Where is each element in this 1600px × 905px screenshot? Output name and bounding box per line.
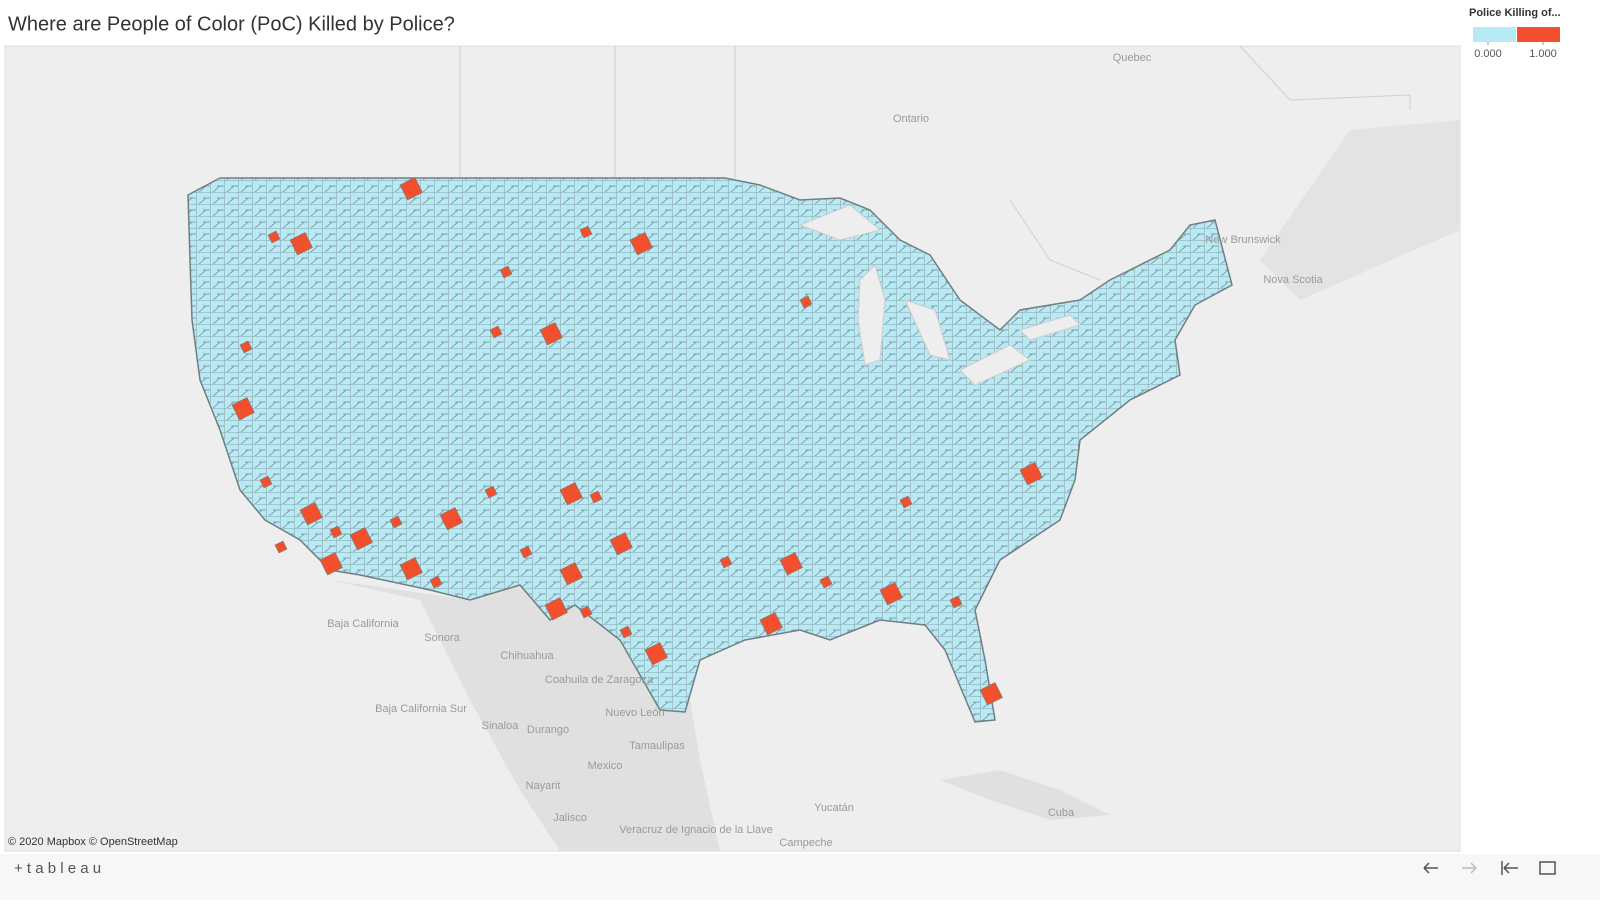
hotspot	[619, 625, 633, 639]
hotspot	[519, 545, 533, 559]
hotspot	[559, 482, 583, 506]
hotspot	[819, 575, 833, 589]
place-label: Jalisco	[553, 812, 587, 824]
hotspot	[399, 557, 423, 581]
land	[1260, 120, 1460, 300]
legend-swatch	[1517, 27, 1560, 42]
place-label: Nova Scotia	[1263, 274, 1323, 286]
hotspot	[1019, 462, 1043, 486]
footer-bar	[0, 854, 1600, 900]
legend-title: Police Killing of...	[1469, 7, 1561, 19]
hotspot	[389, 515, 403, 529]
hotspot	[349, 527, 373, 551]
place-label: Baja California	[327, 618, 399, 630]
hotspot	[289, 232, 313, 256]
hotspot	[719, 555, 733, 569]
place-label: Nayarit	[526, 780, 561, 792]
attribution: © 2020 Mapbox © OpenStreetMap	[8, 836, 178, 848]
usa-map	[187, 177, 1233, 723]
place-label: Campeche	[779, 837, 832, 849]
tableau-logo[interactable]: + t a b l e a u	[14, 860, 101, 877]
legend-label: 0.000	[1474, 48, 1502, 60]
place-label: Ontario	[893, 113, 929, 125]
place-label: Tamaulipas	[629, 740, 685, 752]
place-label: New Brunswick	[1205, 234, 1281, 246]
hotspot	[399, 177, 423, 201]
hotspot	[274, 540, 288, 554]
lake	[798, 204, 882, 241]
borders	[459, 45, 1411, 281]
place-label: Veracruz de Ignacio de la Llave	[619, 824, 773, 836]
hotspot	[319, 552, 343, 576]
lake	[959, 344, 1031, 386]
hotspot	[539, 322, 563, 346]
undo-button[interactable]	[1423, 862, 1438, 874]
hotspot	[299, 502, 323, 526]
lake	[1019, 314, 1081, 341]
place-label: Mexico	[588, 760, 623, 772]
redo-button[interactable]	[1462, 862, 1477, 874]
hotspot	[579, 225, 593, 239]
place-label: Sinaloa	[482, 720, 520, 732]
place-label: Quebec	[1113, 52, 1152, 64]
place-label: Baja California Sur	[375, 703, 467, 715]
hotspot	[609, 532, 633, 556]
place-label: Sonora	[424, 632, 460, 644]
mexico-land	[330, 580, 720, 851]
hotspot	[259, 475, 273, 489]
hotspot	[779, 552, 803, 576]
hotspot	[429, 575, 443, 589]
lake	[857, 264, 886, 366]
legend-label: 1.000	[1529, 48, 1557, 60]
hotspot	[559, 562, 583, 586]
legend-swatch	[1473, 27, 1516, 42]
county-borders	[187, 177, 1233, 723]
hotspot	[644, 642, 668, 666]
hotspot	[949, 595, 963, 609]
cuba-land	[940, 770, 1110, 820]
hotspot	[759, 612, 783, 636]
hotspot	[267, 230, 281, 244]
hotspot	[329, 525, 343, 539]
hotspot	[499, 265, 513, 279]
revert-button[interactable]	[1501, 861, 1518, 875]
hotspot	[489, 325, 503, 339]
lake	[904, 299, 951, 361]
place-label: Chihuahua	[500, 650, 554, 662]
place-label: Yucatán	[814, 802, 854, 814]
hotspot	[544, 597, 568, 621]
hotspot	[589, 490, 603, 504]
hotspot	[879, 582, 903, 606]
hotspot	[239, 340, 253, 354]
place-label: Durango	[527, 724, 569, 736]
hotspot	[231, 397, 255, 421]
hotspot	[799, 295, 813, 309]
fullscreen-button[interactable]	[1539, 861, 1556, 875]
place-label: Nuevo León	[605, 707, 664, 719]
hotspot	[439, 507, 463, 531]
place-label: Cuba	[1048, 807, 1075, 819]
place-label: Coahuila de Zaragoza	[545, 674, 654, 686]
hotspot	[484, 485, 498, 499]
hotspot	[579, 605, 593, 619]
title: Where are People of Color (PoC) Killed b…	[8, 13, 455, 35]
hotspot	[629, 232, 653, 256]
hotspot	[899, 495, 913, 509]
hotspot	[979, 682, 1003, 706]
